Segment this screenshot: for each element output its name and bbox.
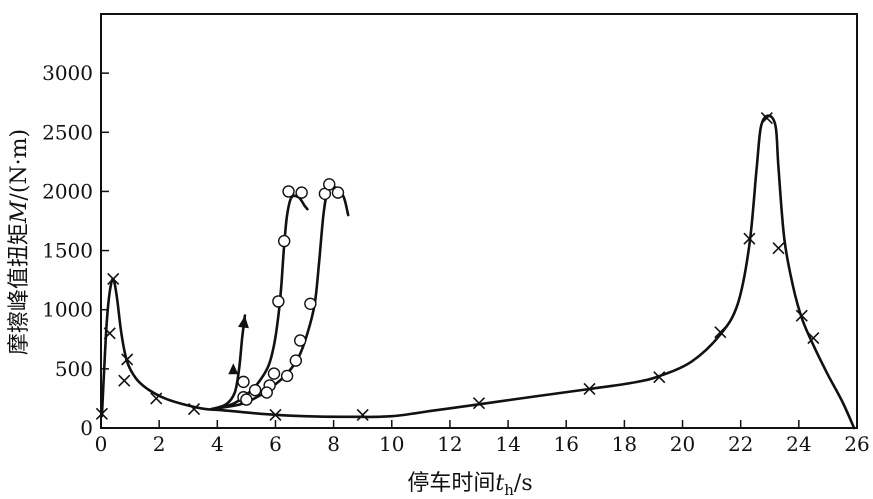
series-0-marker-7: [269, 408, 282, 422]
x-tick-label-20: 20: [670, 432, 695, 456]
series-0-marker-15: [772, 242, 785, 255]
y-tick-label-2000: 2000: [42, 179, 93, 203]
x-tick-label-0: 0: [95, 432, 108, 456]
series-0-marker-16: [795, 309, 808, 322]
x-tick-label-24: 24: [786, 432, 811, 456]
series-0-marker-6: [187, 403, 201, 416]
y-tick-label-1000: 1000: [42, 298, 93, 322]
x-axis-title-unit: /s: [514, 471, 533, 496]
data-curves: [100, 114, 856, 430]
series-0-marker-9: [472, 397, 486, 410]
series-2-marker-4: [267, 367, 281, 380]
series-0-marker-17: [807, 332, 820, 345]
x-tick-label-6: 6: [269, 432, 282, 456]
x-tick-label-26: 26: [844, 432, 869, 456]
data-markers: [95, 112, 820, 422]
series-0-marker-4: [121, 353, 134, 366]
y-tick-label-3000: 3000: [42, 61, 93, 85]
x-axis-title-sub: h: [504, 481, 514, 499]
axes: [100, 13, 858, 429]
x-tick-label-2: 2: [153, 432, 166, 456]
series-0-line: [100, 114, 856, 430]
series-0-marker-8: [356, 408, 369, 422]
x-axis-title-prefix: 停车时间: [407, 471, 495, 496]
series-0-marker-10: [583, 382, 596, 396]
y-tick-label-500: 500: [55, 357, 93, 381]
series-3-marker-4: [293, 334, 307, 347]
x-axis-title-var: t: [495, 471, 504, 496]
y-tick-label-1500: 1500: [42, 239, 93, 263]
series-0-marker-1: [107, 272, 120, 286]
y-tick-label-2500: 2500: [42, 120, 93, 144]
series-3-marker-1: [260, 386, 273, 399]
x-tick-label-18: 18: [612, 432, 637, 456]
series-0-marker-11: [653, 371, 666, 384]
x-tick-label-8: 8: [327, 432, 340, 456]
x-tick-label-16: 16: [554, 432, 579, 456]
y-axis-title-unit: /(N·m): [7, 129, 32, 201]
series-2-marker-8: [295, 186, 308, 199]
tick-labels: 0 2 4 6 8 10 12 14 16 18 20 22 24 2605001000150020002…: [42, 61, 870, 456]
series-2-marker-7: [282, 185, 295, 198]
series-2-marker-0: [237, 375, 250, 389]
series-0-marker-2: [103, 327, 116, 340]
series-1-arrowhead: [238, 315, 249, 329]
series-3-marker-8: [331, 186, 345, 199]
x-axis-title: 停车时间th/s: [407, 471, 532, 499]
series-3-marker-7: [323, 178, 336, 191]
series-2-marker-6: [277, 234, 291, 248]
x-tick-label-10: 10: [379, 432, 404, 456]
series-1-marker-0: [228, 363, 239, 375]
series-2-marker-2: [248, 383, 262, 397]
series-0-marker-14: [760, 112, 773, 125]
series-0-marker-0: [95, 407, 108, 420]
series-2-marker-5: [272, 295, 285, 308]
series-3-marker-3: [289, 354, 303, 367]
x-tick-label-12: 12: [437, 432, 462, 456]
series-3-marker-5: [304, 297, 317, 310]
series-0-marker-12: [714, 326, 727, 339]
plot-frame: [100, 13, 858, 429]
series-3-marker-2: [280, 369, 294, 383]
series-0-marker-13: [743, 232, 756, 245]
y-axis-title-prefix: 摩擦峰值扭矩: [7, 223, 32, 355]
y-tick-label-0: 0: [80, 416, 93, 440]
x-tick-label-4: 4: [211, 432, 224, 456]
y-axis-title-var: M: [7, 200, 32, 224]
x-tick-label-22: 22: [728, 432, 753, 456]
series-0-marker-5: [150, 392, 163, 405]
x-tick-label-14: 14: [495, 432, 520, 456]
y-axis-title: 摩擦峰值扭矩M/(N·m): [7, 129, 32, 355]
series-3-marker-0: [240, 393, 253, 406]
series-0-marker-3: [118, 374, 131, 387]
